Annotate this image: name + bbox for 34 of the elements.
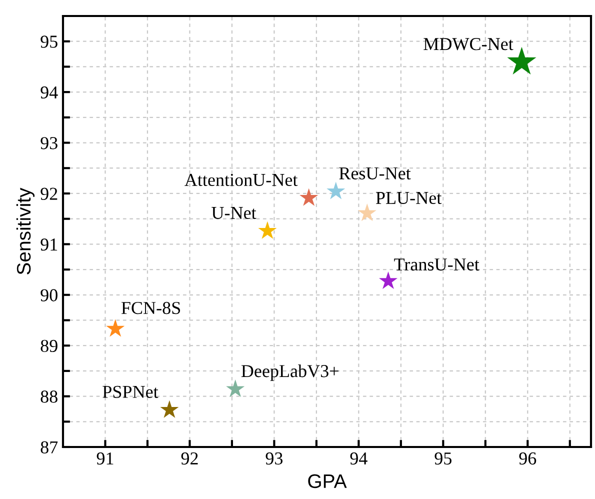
point	[358, 204, 376, 222]
y-tick-label: 94	[40, 86, 58, 98]
series-label: PLU-Net	[376, 192, 442, 204]
series-label: FCN-8S	[121, 302, 180, 314]
series-label: ResU-Net	[339, 167, 411, 180]
point	[106, 319, 125, 337]
x-tick-label: 94	[350, 452, 368, 465]
series-label: AttentionU-Net	[184, 174, 298, 186]
point	[326, 182, 346, 200]
y-tick-label: 87	[40, 441, 58, 454]
y-tick-label: 92	[40, 188, 58, 200]
x-tick-label: 96	[519, 452, 536, 465]
y-tick-label: 90	[40, 289, 58, 302]
x-tick-label: 95	[434, 452, 452, 465]
y-tick-label: 93	[40, 137, 58, 150]
series-label: MDWC-Net	[424, 38, 514, 50]
point	[300, 188, 318, 206]
y-tick-label: 88	[40, 390, 58, 403]
y-tick-label: 95	[40, 36, 58, 48]
point	[379, 271, 398, 290]
y-tick-label: 89	[40, 340, 58, 352]
y-axis-title: Sensitivity	[16, 188, 35, 274]
x-tick-label: 91	[96, 452, 114, 465]
x-tick-label: 92	[181, 452, 198, 465]
point	[160, 400, 179, 418]
series-label: TransU-Net	[394, 258, 480, 271]
y-tick-label: 91	[40, 238, 58, 251]
series-label: PSPNet	[102, 386, 158, 398]
point	[258, 221, 277, 239]
series-label: DeepLabV3+	[241, 364, 338, 381]
point	[226, 379, 245, 398]
x-axis-title: GPA	[308, 474, 347, 488]
x-tick-label: 93	[266, 452, 283, 465]
series-label: U-Net	[212, 206, 256, 219]
